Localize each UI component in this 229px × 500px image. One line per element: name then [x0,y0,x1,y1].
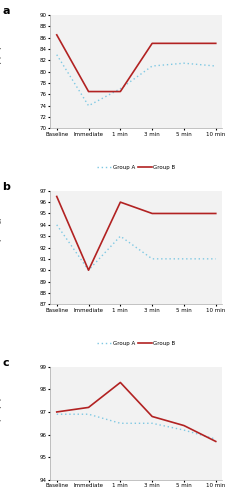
Group B [55,32,58,38]
Group B [119,88,122,94]
Y-axis label: Mean of HR [bpm]: Mean of HR [bpm] [0,46,2,97]
Group A [214,436,217,442]
Text: b: b [2,182,10,192]
Group A [151,256,153,262]
Group A [151,63,153,69]
Line: Group A: Group A [57,414,216,439]
Group A [183,60,185,66]
Line: Group B: Group B [57,196,216,270]
Group B [214,210,217,216]
Group A [151,420,153,426]
Group B [183,40,185,46]
Text: c: c [2,358,9,368]
Y-axis label: Mean of SpO2 [%]: Mean of SpO2 [%] [0,398,2,448]
Group B [87,404,90,410]
Legend: Group A, Group B: Group A, Group B [97,165,175,170]
Group A [119,233,122,239]
Group B [183,210,185,216]
Group B [87,88,90,94]
Text: a: a [2,6,10,16]
Group B [214,438,217,444]
Legend: Group A, Group B: Group A, Group B [97,341,175,346]
Group A [87,102,90,108]
Group A [55,52,58,58]
Group B [214,40,217,46]
Group A [119,420,122,426]
Group A [119,86,122,91]
Group A [214,63,217,69]
Line: Group A: Group A [57,54,216,106]
Group B [55,409,58,415]
Group B [151,210,153,216]
Group B [119,199,122,205]
Line: Group A: Group A [57,225,216,270]
Group B [87,267,90,273]
Group A [55,222,58,228]
Group B [151,40,153,46]
Group A [87,267,90,273]
Line: Group B: Group B [57,35,216,92]
Group B [151,414,153,420]
Y-axis label: Mean of MAP [mmHg]: Mean of MAP [mmHg] [0,218,2,278]
Group A [214,256,217,262]
Line: Group B: Group B [57,382,216,442]
Group B [183,422,185,428]
Group A [183,256,185,262]
Group A [183,427,185,433]
Group A [55,411,58,417]
Group B [55,194,58,200]
Group A [87,411,90,417]
Group B [119,380,122,386]
